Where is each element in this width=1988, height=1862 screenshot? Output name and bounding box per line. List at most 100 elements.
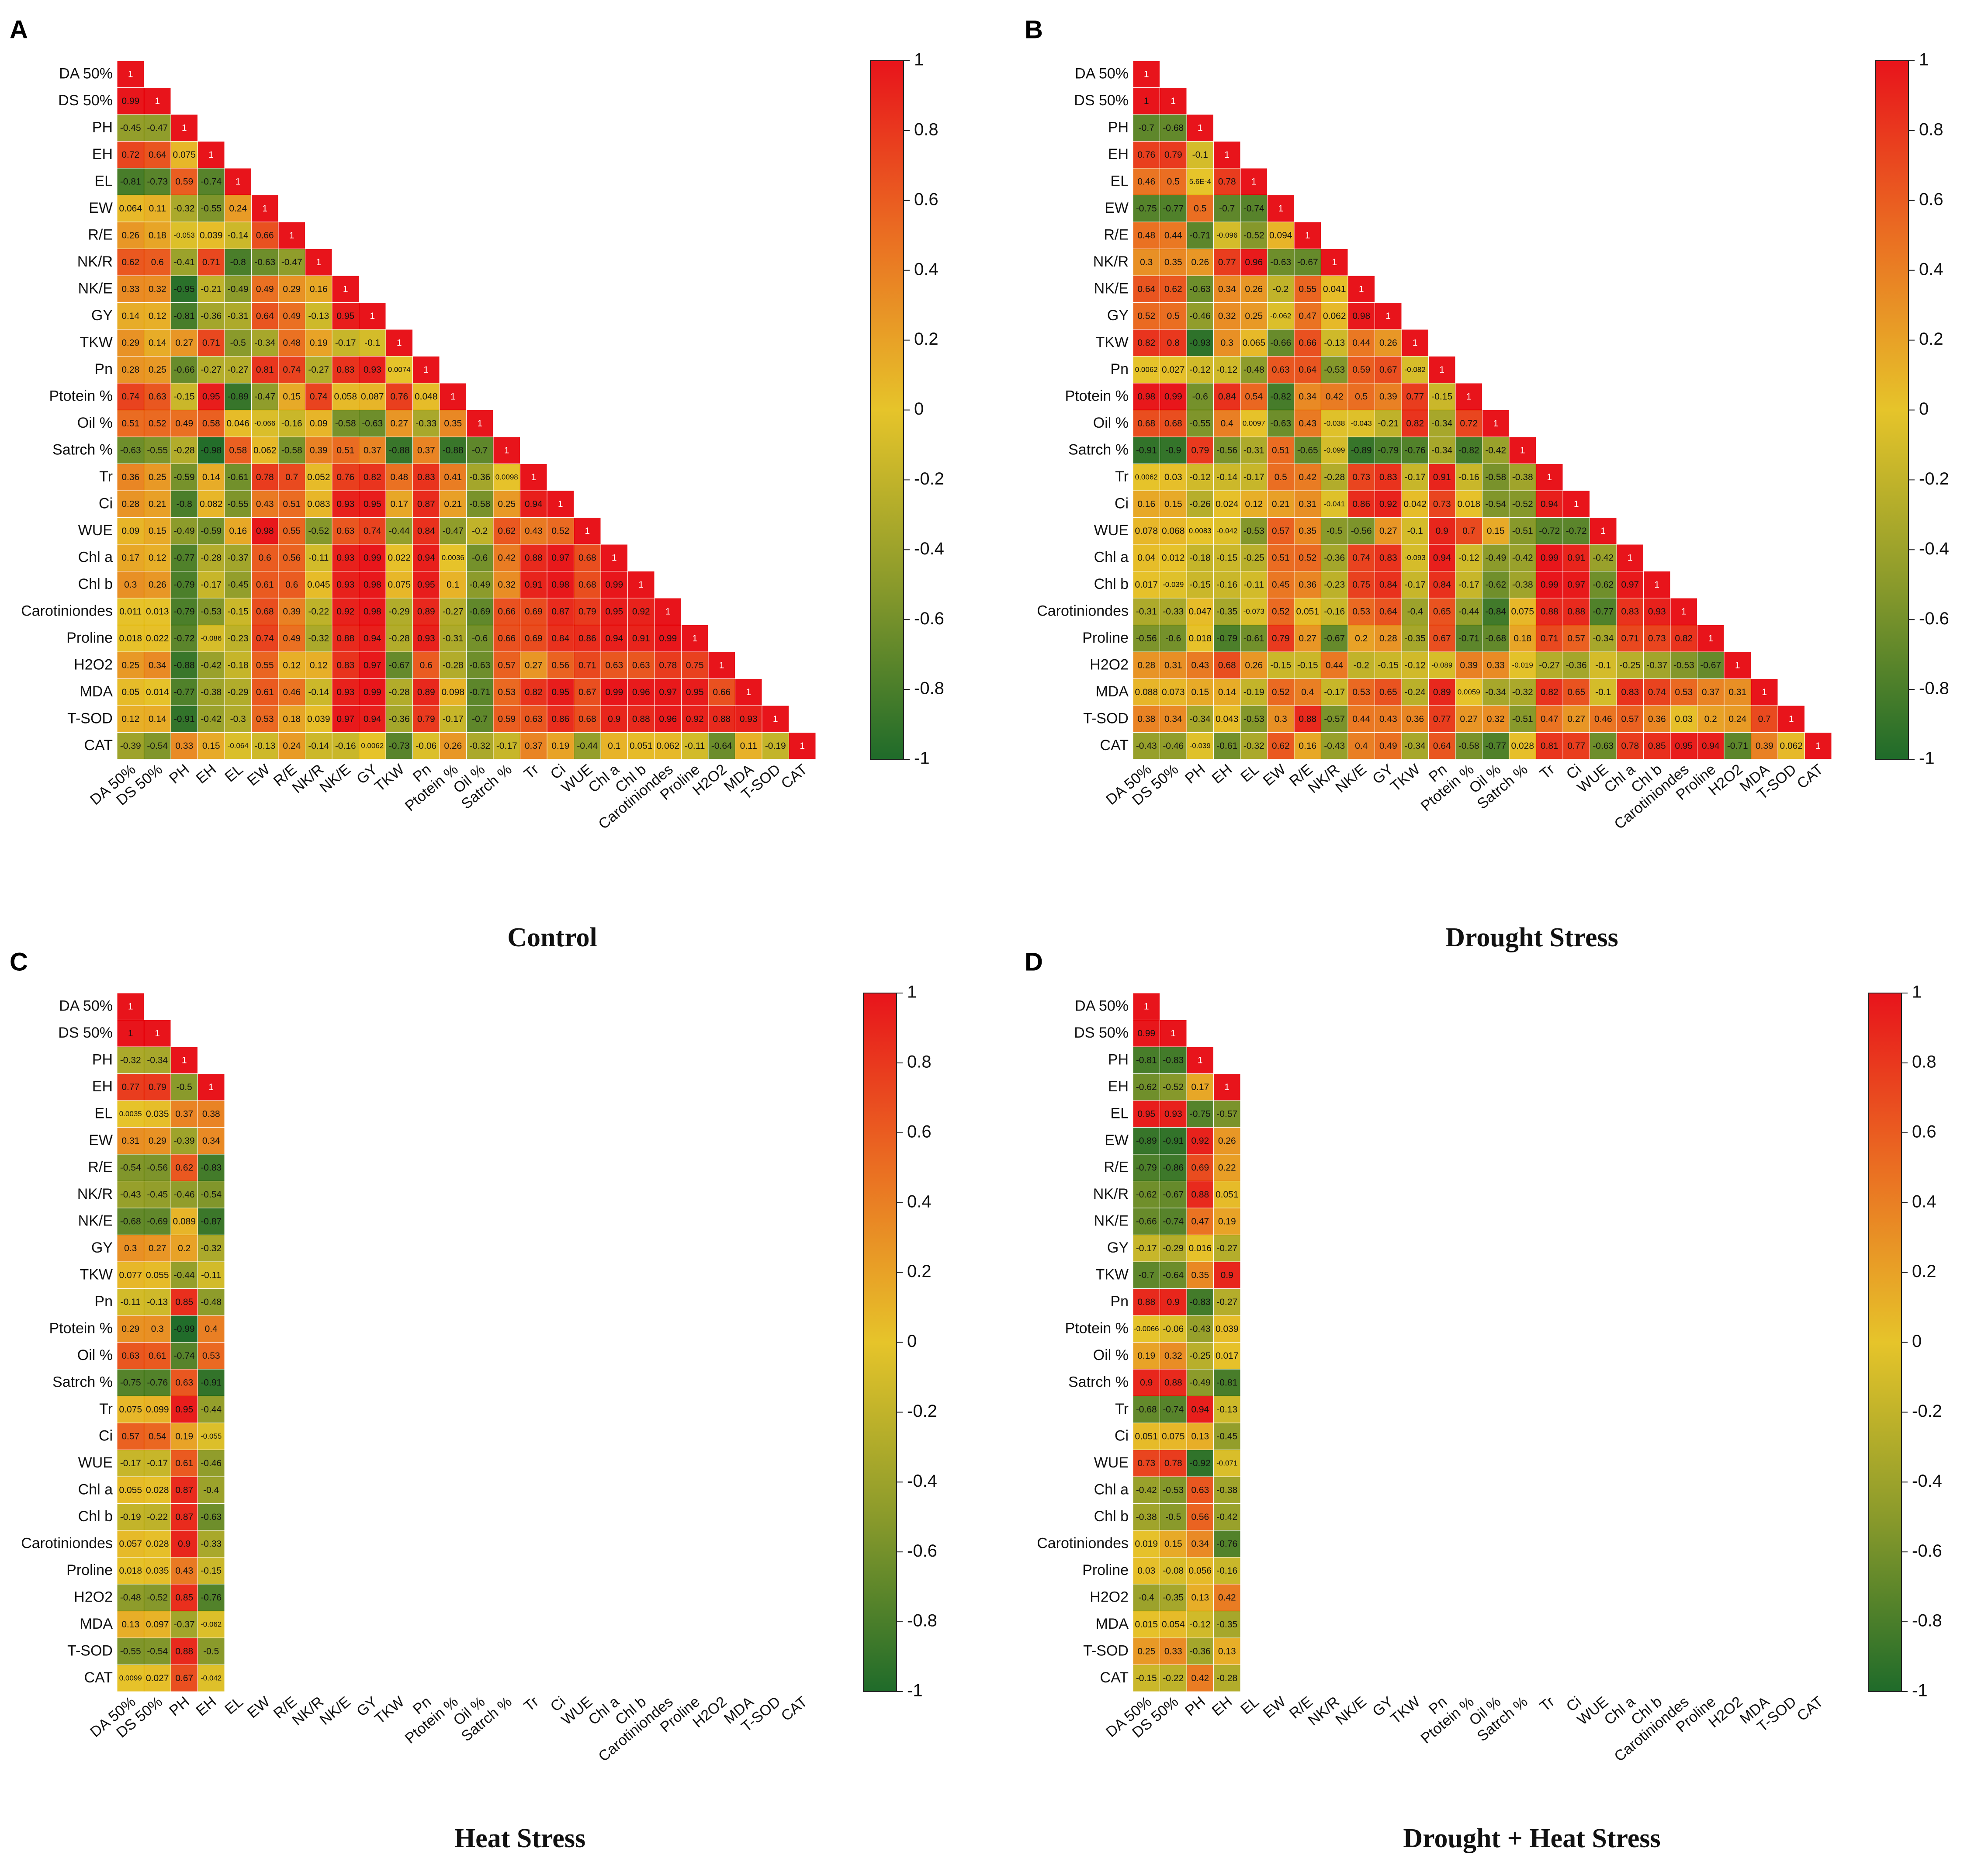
heatmap-cell [197, 1261, 225, 1289]
cell-value-label: 0.42 [1218, 1592, 1236, 1602]
heatmap-cell [1133, 490, 1160, 518]
heatmap-cell [1670, 732, 1697, 760]
cell-value-label: 0.71 [202, 338, 220, 348]
heatmap-cell [144, 302, 171, 330]
cell-value-label: -0.46 [1190, 311, 1211, 321]
cell-value-label: 0.66 [256, 230, 274, 240]
heatmap-cell [1751, 705, 1778, 733]
cell-value-label: -0.79 [1136, 1163, 1157, 1173]
heatmap-cell [574, 625, 601, 652]
cell-value-label: 0.12 [121, 714, 139, 724]
row-label: WUE [78, 522, 113, 539]
heatmap-cell [144, 1020, 171, 1047]
cell-value-label: -0.36 [389, 714, 410, 724]
cell-value-label: -0.47 [443, 526, 464, 536]
cell-value-label: -0.25 [1190, 1351, 1211, 1361]
cell-value-label: 0.61 [256, 580, 274, 590]
cell-value-label: 0.0083 [1189, 527, 1212, 535]
heatmap-cell [574, 517, 601, 545]
heatmap-cell [520, 544, 547, 571]
heatmap-cell [1160, 302, 1187, 330]
cell-value-label: 0.87 [551, 606, 569, 616]
cell-value-label: 0.062 [253, 445, 277, 455]
cell-value-label: 0.62 [1272, 741, 1290, 751]
cell-value-label: 0.51 [336, 445, 354, 455]
cell-value-label: 0.3 [124, 580, 137, 590]
heatmap-cell [1643, 732, 1671, 760]
heatmap-cell [520, 571, 547, 599]
cell-value-label: 0.36 [1406, 714, 1424, 724]
cell-value-label: 0.78 [1164, 1458, 1182, 1468]
heatmap-cell [681, 625, 709, 652]
cell-value-label: 0.29 [283, 284, 301, 294]
heatmap-cell [359, 544, 386, 571]
heatmap-cell [466, 625, 494, 652]
heatmap-cell [1267, 705, 1295, 733]
heatmap-cell [305, 517, 332, 545]
cell-value-label: 0.5 [1194, 204, 1206, 214]
cell-value-label: 0.93 [740, 714, 758, 724]
heatmap-cell [170, 1235, 198, 1262]
cell-value-label: -0.17 [201, 580, 222, 590]
cell-value-label: 0.67 [1433, 633, 1451, 644]
cell-value-label: 0.7 [1462, 526, 1475, 536]
cell-value-label: 0.88 [525, 553, 543, 563]
cell-value-label: 0.26 [1245, 660, 1263, 670]
heatmap-cell [1562, 544, 1590, 571]
row-label: T-SOD [1083, 710, 1129, 727]
cell-value-label: 0.29 [121, 338, 139, 348]
cell-value-label: 0.63 [525, 714, 543, 724]
cell-value-label: 0.0036 [442, 554, 464, 562]
cell-value-label: 1 [1198, 1055, 1203, 1065]
cell-value-label: -0.13 [147, 1297, 168, 1307]
cell-value-label: -0.25 [1620, 660, 1641, 670]
cell-value-label: -0.11 [685, 741, 705, 751]
cell-value-label: 0.065 [1242, 338, 1265, 348]
cell-value-label: 0.9 [608, 714, 620, 724]
cell-value-label: 0.077 [119, 1270, 142, 1280]
cell-value-label: -0.19 [120, 1512, 141, 1522]
heatmap-cell [493, 678, 520, 706]
cell-value-label: -0.58 [1458, 741, 1479, 751]
row-label: H2O2 [74, 1589, 113, 1606]
cell-value-label: 0.075 [1511, 606, 1534, 616]
colorbar-tick-label: -1 [1912, 1681, 1928, 1700]
heatmap-cell [1321, 383, 1348, 410]
heatmap-cell [1240, 732, 1268, 760]
cell-value-label: -0.77 [1163, 204, 1184, 214]
cell-value-label: 0.89 [1433, 687, 1451, 697]
cell-value-label: -0.48 [201, 1297, 222, 1307]
heatmap-cell [197, 625, 225, 652]
cell-value-label: -0.56 [147, 1163, 168, 1173]
cell-value-label: 0.043 [1216, 714, 1239, 724]
cell-value-label: -0.36 [1566, 660, 1587, 670]
heatmap-cell [1186, 1530, 1214, 1557]
heatmap-cell [1428, 436, 1456, 464]
heatmap-cell [305, 544, 332, 571]
cell-value-label: -0.042 [1216, 527, 1237, 535]
cell-value-label: 1 [800, 741, 805, 751]
cell-value-label: 1 [182, 1055, 187, 1065]
cell-value-label: 0.71 [202, 257, 220, 267]
cell-value-label: -0.71 [1727, 741, 1748, 751]
cell-value-label: -0.32 [1243, 741, 1264, 751]
colorbar-tick-label: -1 [907, 1681, 923, 1700]
cell-value-label: -0.63 [1270, 257, 1291, 267]
heatmap-cell [278, 410, 305, 437]
cell-value-label: 0.87 [175, 1485, 193, 1495]
cell-value-label: -0.16 [281, 419, 302, 429]
cell-value-label: 0.29 [121, 1324, 139, 1334]
cell-value-label: -0.93 [1190, 338, 1211, 348]
heatmap-cell [197, 1422, 225, 1450]
cell-value-label: 0.55 [1299, 284, 1316, 294]
cell-value-label: 0.2 [1704, 714, 1717, 724]
cell-value-label: 0.0097 [1243, 419, 1265, 428]
cell-value-label: 0.4 [1301, 687, 1314, 697]
cell-value-label: 0.19 [551, 741, 569, 751]
cell-value-label: -0.63 [362, 419, 383, 429]
heatmap-cell [1697, 705, 1725, 733]
cell-value-label: -0.06 [416, 741, 436, 751]
cell-value-label: 0.14 [121, 311, 139, 321]
cell-value-label: 1 [1708, 633, 1713, 644]
heatmap-cell [1213, 1127, 1241, 1155]
